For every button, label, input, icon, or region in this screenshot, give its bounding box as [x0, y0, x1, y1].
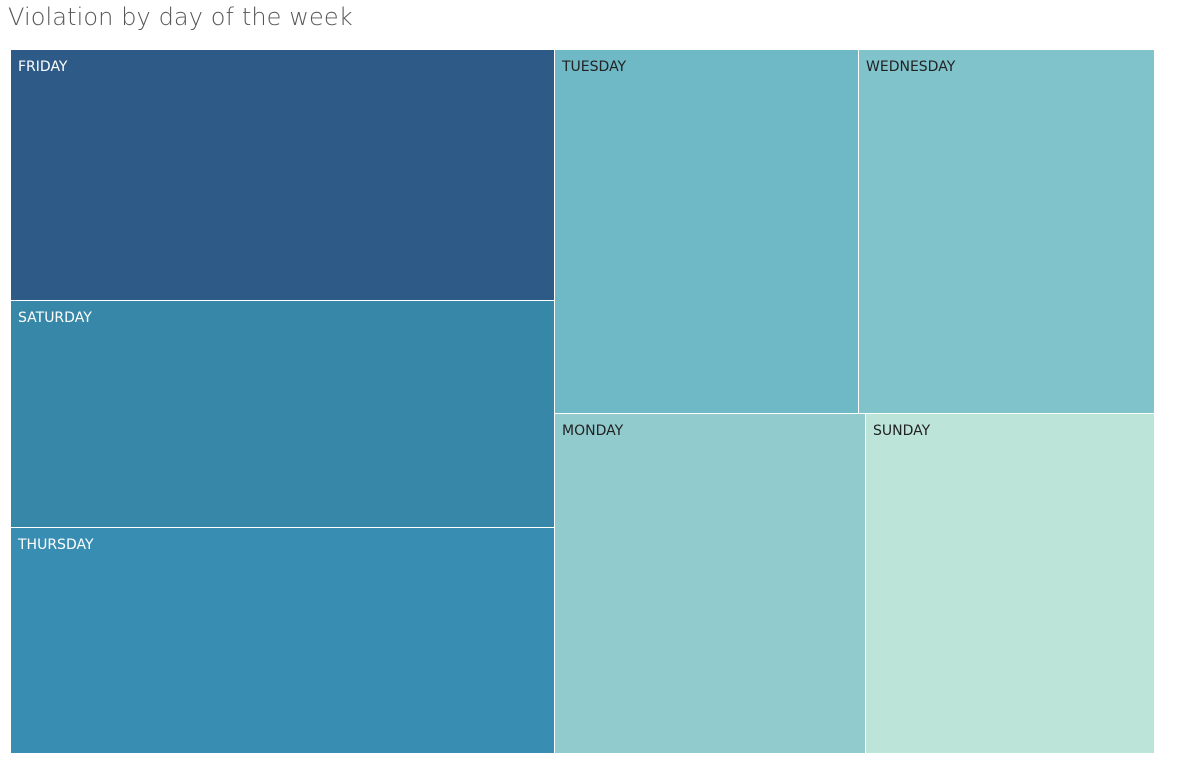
tile-saturday[interactable]: SATURDAY [10, 300, 555, 528]
tile-label-friday: FRIDAY [18, 59, 68, 75]
tile-sunday[interactable]: SUNDAY [865, 413, 1155, 754]
tile-label-tuesday: TUESDAY [562, 59, 627, 75]
tile-label-sunday: SUNDAY [873, 423, 931, 439]
tile-label-monday: MONDAY [562, 423, 624, 439]
tile-label-wednesday: WEDNESDAY [866, 59, 956, 75]
tile-wednesday[interactable]: WEDNESDAY [858, 49, 1155, 414]
tile-label-thursday: THURSDAY [18, 537, 94, 553]
tile-friday[interactable]: FRIDAY [10, 49, 555, 301]
tile-thursday[interactable]: THURSDAY [10, 527, 555, 754]
tile-monday[interactable]: MONDAY [554, 413, 866, 754]
chart-title: Violation by day of the week [8, 3, 353, 31]
tile-label-saturday: SATURDAY [18, 310, 92, 326]
tile-tuesday[interactable]: TUESDAY [554, 49, 859, 414]
